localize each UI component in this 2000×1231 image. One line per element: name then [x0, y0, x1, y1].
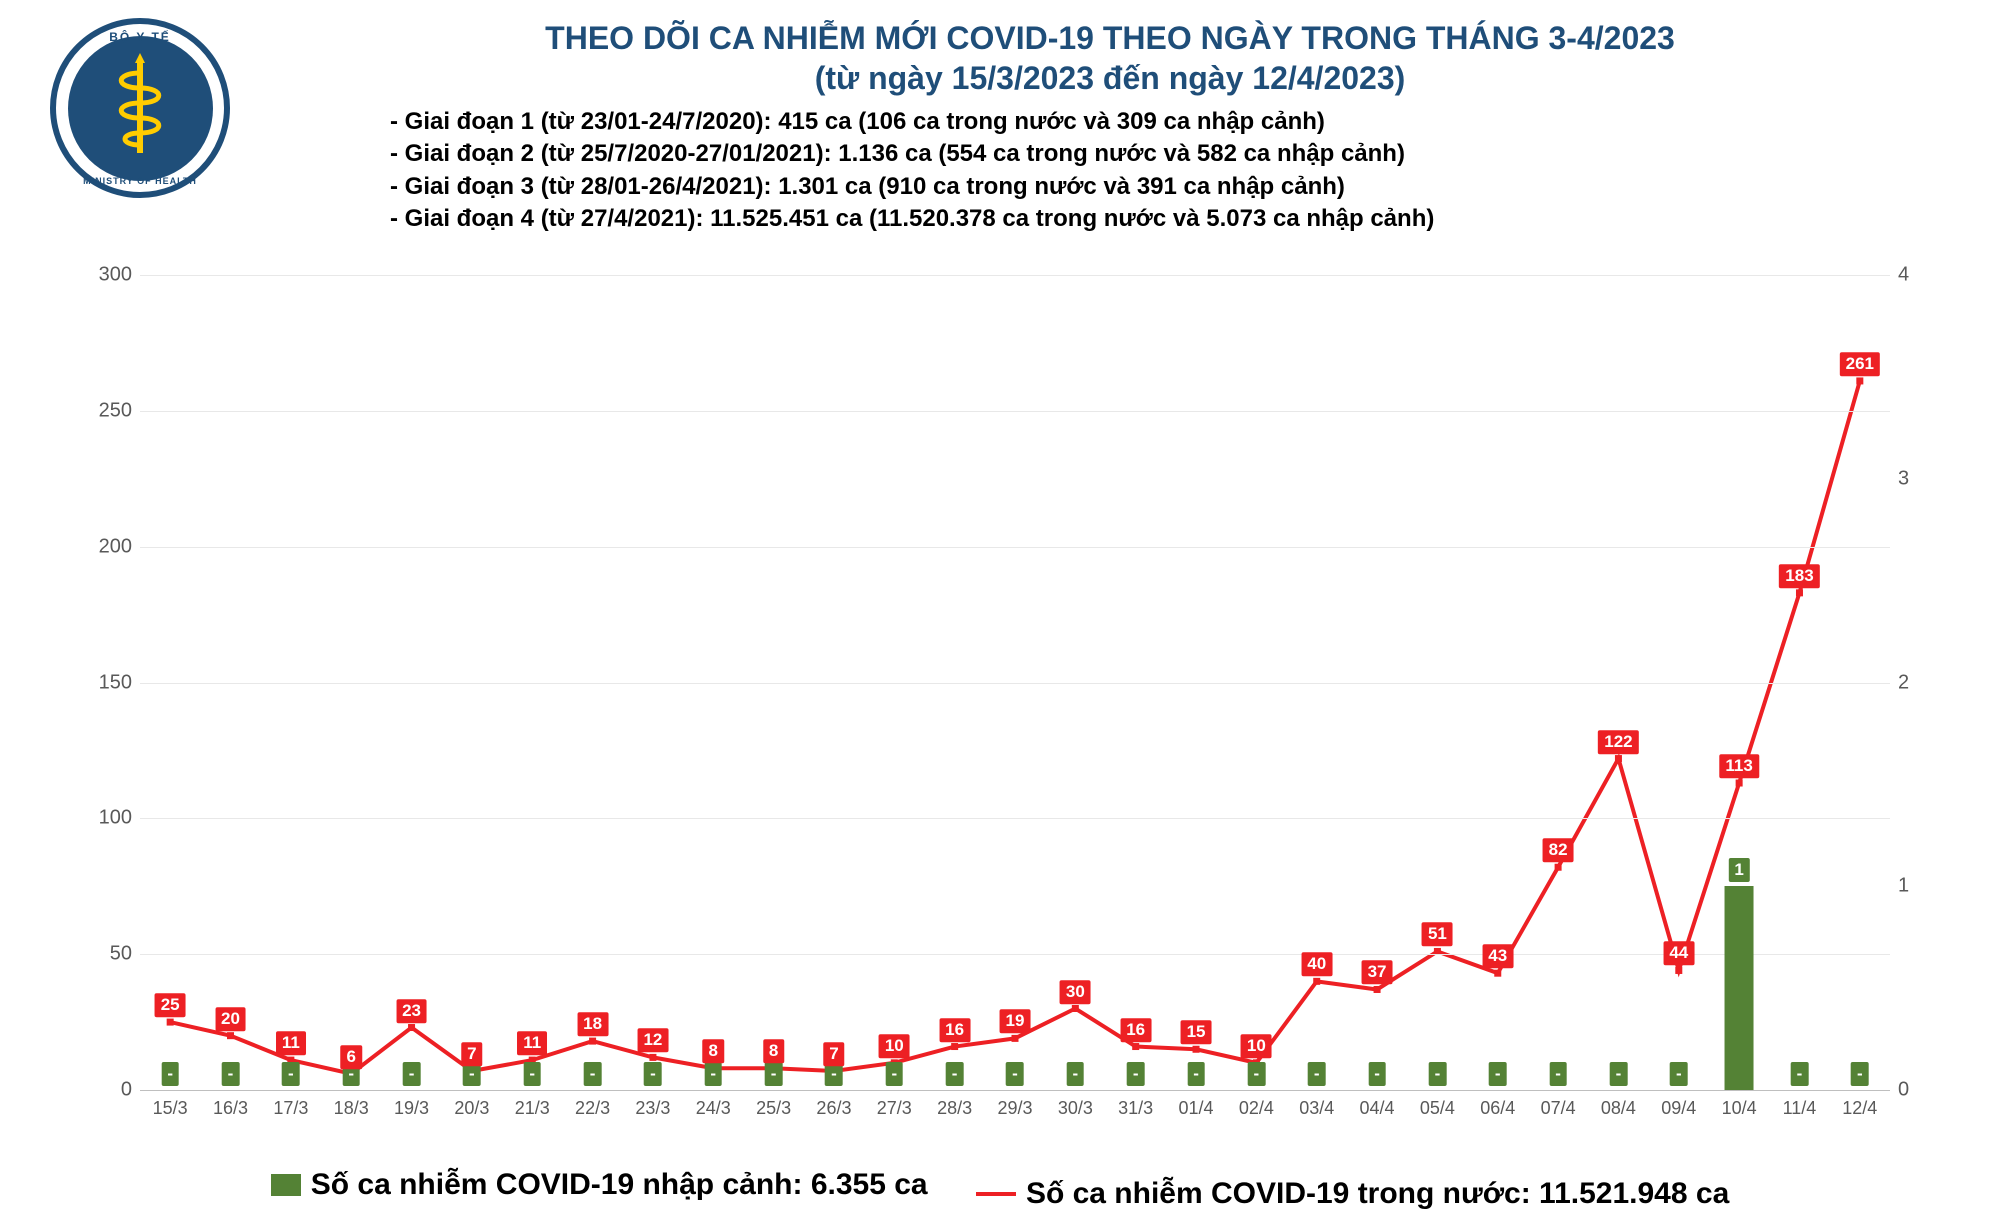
bar-label: - — [946, 1062, 964, 1086]
ytick-right: 4 — [1898, 264, 1909, 287]
logo-bottom-text: MINISTRY OF HEALTH — [56, 176, 224, 186]
bar: 1 — [1725, 886, 1754, 1090]
legend-line: Số ca nhiễm COVID-19 trong nước: 11.521.… — [976, 1177, 1729, 1211]
ytick-left: 100 — [99, 807, 132, 830]
line-point-label: 43 — [1482, 944, 1513, 968]
line-point-label: 19 — [1000, 1010, 1031, 1034]
line-point-label: 122 — [1598, 730, 1638, 754]
title-block: THEO DÕI CA NHIỄM MỚI COVID-19 THEO NGÀY… — [270, 18, 1950, 236]
line-point-label: 37 — [1362, 961, 1393, 985]
line-point-label: 44 — [1663, 942, 1694, 966]
line-point-label: 25 — [155, 993, 186, 1017]
bar-label: - — [161, 1062, 179, 1086]
line-point-label: 113 — [1719, 754, 1758, 778]
ytick-left: 300 — [99, 264, 132, 287]
bar-label: - — [1308, 1062, 1326, 1086]
ytick-right: 2 — [1898, 671, 1909, 694]
ytick-right: 0 — [1898, 1079, 1909, 1102]
plot-area: 0501001502002503000123415/316/317/318/31… — [140, 275, 1890, 1091]
line-point-label: 18 — [577, 1012, 608, 1036]
title-line-2: (từ ngày 15/3/2023 đến ngày 12/4/2023) — [270, 58, 1950, 98]
line-point-label: 8 — [763, 1039, 784, 1063]
bar-label: - — [885, 1062, 903, 1086]
bar-label: - — [1187, 1062, 1205, 1086]
line-point-label: 20 — [215, 1007, 246, 1031]
line-point-label: 51 — [1422, 923, 1453, 947]
period-1: - Giai đoạn 1 (từ 23/01-24/7/2020): 415 … — [390, 106, 1950, 138]
ytick-left: 250 — [99, 399, 132, 422]
ytick-right: 3 — [1898, 467, 1909, 490]
bar-label: - — [403, 1062, 421, 1086]
gridline — [140, 954, 1890, 955]
ytick-right: 1 — [1898, 875, 1909, 898]
period-2: - Giai đoạn 2 (từ 25/7/2020-27/01/2021):… — [390, 138, 1950, 170]
bar-label: - — [523, 1062, 541, 1086]
line-point-label: 16 — [1120, 1018, 1151, 1042]
bar-label: - — [222, 1062, 240, 1086]
bar-label: - — [1248, 1062, 1266, 1086]
bar-label: 1 — [1728, 858, 1749, 882]
bar-label: - — [1670, 1062, 1688, 1086]
legend-bar-swatch — [271, 1174, 301, 1196]
logo-top-text: BỘ Y TẾ — [56, 30, 224, 44]
header: BỘ Y TẾ MINISTRY OF HEALTH THEO DÕI CA N… — [50, 18, 1950, 236]
bar-label: - — [1067, 1062, 1085, 1086]
line-point-label: 6 — [340, 1045, 361, 1069]
line-point-label: 7 — [461, 1042, 482, 1066]
period-summary: - Giai đoạn 1 (từ 23/01-24/7/2020): 415 … — [270, 106, 1950, 236]
legend-bar: Số ca nhiễm COVID-19 nhập cảnh: 6.355 ca — [271, 1168, 928, 1202]
ytick-left: 50 — [110, 943, 132, 966]
gridline — [140, 547, 1890, 548]
line-point-label: 10 — [1241, 1034, 1272, 1058]
line-point-label: 12 — [637, 1029, 668, 1053]
line-point-label: 82 — [1543, 838, 1574, 862]
bar-label: - — [1429, 1062, 1447, 1086]
line-point-label: 40 — [1301, 953, 1332, 977]
ytick-left: 200 — [99, 535, 132, 558]
gridline — [140, 411, 1890, 412]
bar-label: - — [282, 1062, 300, 1086]
bar-label: - — [1791, 1062, 1809, 1086]
bar-label: - — [1368, 1062, 1386, 1086]
bar-label: - — [704, 1062, 722, 1086]
bar-label: - — [1610, 1062, 1628, 1086]
line-point-label: 11 — [276, 1031, 306, 1055]
x-axis — [140, 1091, 1890, 1141]
legend-line-swatch — [976, 1192, 1016, 1196]
gridline — [140, 275, 1890, 276]
line-point-label: 15 — [1181, 1020, 1212, 1044]
legend: Số ca nhiễm COVID-19 nhập cảnh: 6.355 ca… — [0, 1168, 2000, 1211]
bar-label: - — [1127, 1062, 1145, 1086]
bar-label: - — [1489, 1062, 1507, 1086]
line-point-label: 23 — [396, 999, 427, 1023]
legend-line-text: Số ca nhiễm COVID-19 trong nước: 11.521.… — [1026, 1177, 1729, 1211]
line-point-label: 7 — [823, 1042, 844, 1066]
line-point-label: 183 — [1779, 564, 1819, 588]
line-point-label: 8 — [703, 1039, 724, 1063]
bar-label: - — [644, 1062, 662, 1086]
gridline — [140, 818, 1890, 819]
line-point-label: 10 — [879, 1034, 910, 1058]
bar-label: - — [765, 1062, 783, 1086]
period-3: - Giai đoạn 3 (từ 28/01-26/4/2021): 1.30… — [390, 171, 1950, 203]
caduceus-icon — [105, 53, 175, 163]
line-point-label: 261 — [1840, 352, 1880, 376]
bar-label: - — [1006, 1062, 1024, 1086]
line-point-label: 30 — [1060, 980, 1091, 1004]
ministry-logo: BỘ Y TẾ MINISTRY OF HEALTH — [50, 18, 250, 198]
title-line-1: THEO DÕI CA NHIỄM MỚI COVID-19 THEO NGÀY… — [270, 18, 1950, 58]
legend-bar-text: Số ca nhiễm COVID-19 nhập cảnh: 6.355 ca — [311, 1168, 928, 1202]
gridline — [140, 683, 1890, 684]
bar-label: - — [1549, 1062, 1567, 1086]
bar-label: - — [1851, 1062, 1869, 1086]
ytick-left: 0 — [121, 1079, 132, 1102]
line-point-label: 16 — [939, 1018, 970, 1042]
line-point-label: 11 — [517, 1031, 547, 1055]
bar-label: - — [584, 1062, 602, 1086]
ytick-left: 150 — [99, 671, 132, 694]
period-4: - Giai đoạn 4 (từ 27/4/2021): 11.525.451… — [390, 203, 1950, 235]
combo-chart: 0501001502002503000123415/316/317/318/31… — [70, 275, 1960, 1141]
